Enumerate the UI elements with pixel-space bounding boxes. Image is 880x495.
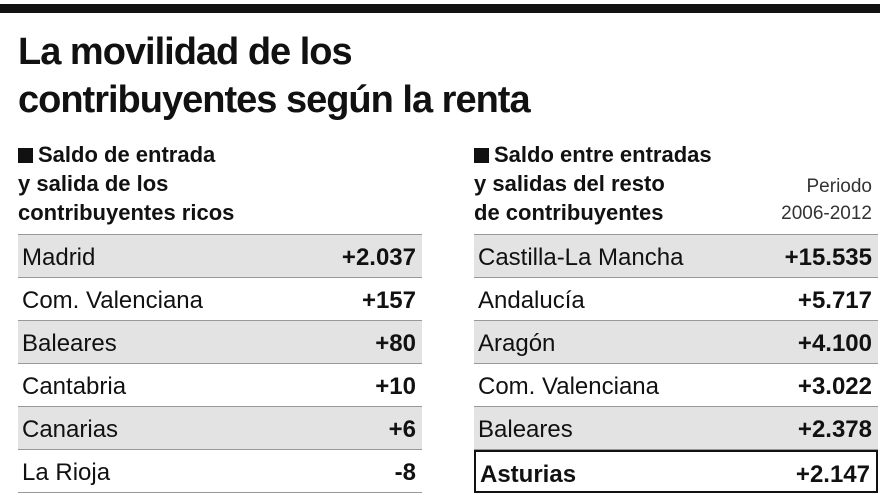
table-row: Canarias +6 (18, 407, 422, 450)
balance-value: +2.378 (797, 416, 872, 443)
table-row: La Rioja -8 (18, 450, 422, 493)
bullet-square (474, 148, 489, 163)
heading-line-text: de contribuyentes (474, 200, 664, 225)
top-rule (0, 4, 880, 13)
heading-line-text: Saldo entre entradas (494, 142, 712, 167)
balance-value: +4.100 (797, 330, 872, 357)
table-row: Com. Valenciana +157 (18, 278, 422, 321)
note-line-text: 2006-2012 (781, 203, 872, 224)
title-line-text: La movilidad de los (18, 31, 353, 73)
balance-value: +80 (375, 330, 416, 357)
table-row: Aragón +4.100 (474, 321, 878, 364)
table-row: Baleares +2.378 (474, 407, 878, 450)
heading-line-text: Saldo de entrada (38, 142, 216, 167)
region-name: Com. Valenciana (22, 287, 203, 314)
title-line: La movilidad de los (18, 28, 530, 76)
region-name: Canarias (22, 416, 119, 443)
balance-value: +15.535 (784, 244, 872, 271)
balance-value: +10 (375, 373, 416, 400)
balance-value: +157 (361, 287, 416, 314)
note-line: 2006-2012 (781, 200, 872, 227)
region-name: Castilla-La Mancha (478, 244, 684, 271)
note-line-text: Periodo (806, 176, 873, 197)
left-table: Madrid +2.037 Com. Valenciana +157 Baleares +… (18, 234, 422, 493)
heading-line: Saldo de entrada (18, 140, 234, 169)
region-name: Andalucía (478, 287, 585, 314)
table-row: Madrid +2.037 (18, 235, 422, 278)
table-row: Asturias +2.147 (474, 450, 878, 493)
region-name: Baleares (478, 416, 573, 443)
table-row: Cantabria +10 (18, 364, 422, 407)
heading-line: Saldo entre entradas (474, 140, 712, 169)
heading-line: contribuyentes ricos (18, 198, 234, 227)
right-heading: Saldo entre entradas y salidas del resto d… (474, 140, 712, 227)
right-table: Castilla-La Mancha +15.535 Andalucía +5.717… (474, 234, 878, 493)
title: La movilidad de los contribuyentes según … (18, 28, 531, 124)
region-name: La Rioja (22, 459, 111, 486)
table-row: Baleares +80 (18, 321, 422, 364)
region-name: Asturias (480, 461, 577, 488)
region-name: Cantabria (22, 373, 127, 400)
table-row: Com. Valenciana +3.022 (474, 364, 878, 407)
note-line: Periodo (781, 173, 873, 200)
balance-value: -8 (394, 459, 416, 486)
table-row: Castilla-La Mancha +15.535 (474, 235, 878, 278)
region-name: Com. Valenciana (478, 373, 659, 400)
title-line: contribuyentes según la renta (18, 76, 531, 124)
heading-line: y salida de los (18, 169, 234, 198)
balance-value: +6 (388, 416, 416, 443)
heading-line: y salidas del resto (474, 169, 712, 198)
region-name: Madrid (22, 244, 96, 271)
period-note: Periodo 2006-2012 (781, 173, 872, 227)
region-name: Aragón (478, 330, 556, 357)
balance-value: +2.147 (795, 461, 870, 488)
left-heading: Saldo de entrada y salida de los contribuy… (18, 140, 234, 227)
balance-value: +3.022 (797, 373, 872, 400)
table-row: Andalucía +5.717 (474, 278, 878, 321)
balance-value: +5.717 (797, 287, 872, 314)
heading-line: de contribuyentes (474, 198, 712, 227)
region-name: Baleares (22, 330, 117, 357)
title-line-text: contribuyentes según la renta (18, 79, 531, 121)
heading-line-text: y salida de los (18, 171, 169, 196)
balance-value: +2.037 (341, 244, 416, 271)
heading-line-text: y salidas del resto (474, 171, 665, 196)
heading-line-text: contribuyentes ricos (18, 200, 235, 225)
bullet-square (18, 148, 33, 163)
